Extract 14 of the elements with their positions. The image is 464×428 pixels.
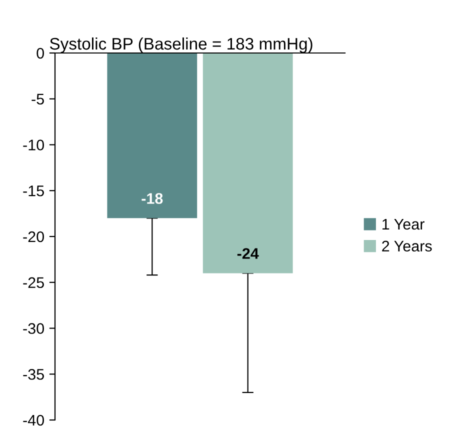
- legend-label: 2 Years: [382, 240, 432, 252]
- y-tick-label: -35: [23, 368, 44, 380]
- y-tick-label: -40: [23, 414, 44, 426]
- y-tick-label: -30: [23, 323, 44, 334]
- y-tick-label: -20: [23, 231, 44, 242]
- legend-label: 1 Year: [382, 219, 424, 230]
- y-tick-label: -10: [23, 140, 44, 150]
- data-label: -18: [142, 193, 163, 204]
- chart-title: Systolic BP (Baseline = 183 mmHg): [50, 37, 312, 53]
- y-tick-label: -15: [23, 186, 44, 196]
- y-tick-label: 0: [36, 48, 44, 59]
- data-label: -24: [237, 248, 259, 259]
- y-tick-label: -5: [32, 94, 44, 105]
- y-tick-label: -25: [23, 277, 44, 288]
